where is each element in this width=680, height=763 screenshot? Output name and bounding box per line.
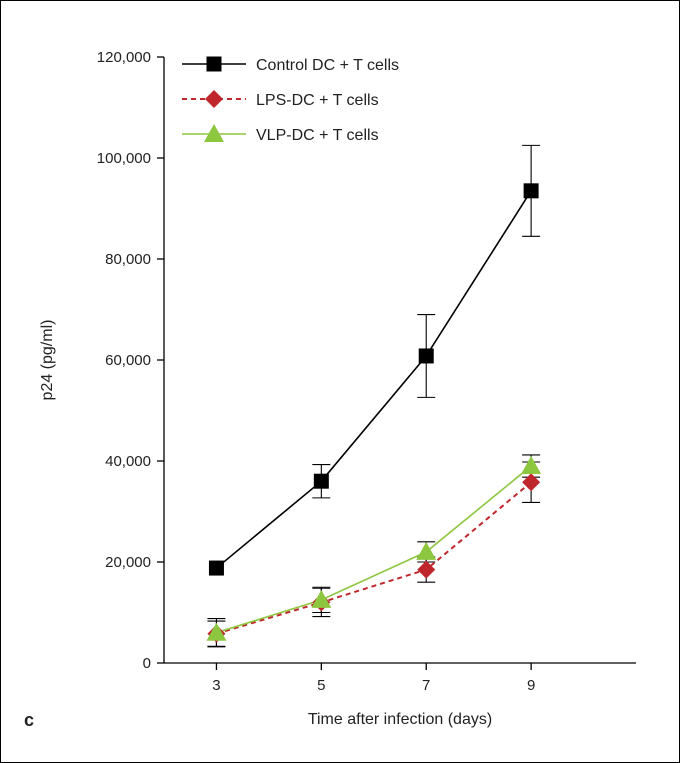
- y-tick-label: 0: [143, 655, 151, 672]
- markers-series-0: [208, 183, 539, 576]
- y-tick-label: 100,000: [97, 150, 151, 167]
- series-line-0: [215, 190, 532, 569]
- error-bars-series-2: [207, 454, 541, 648]
- legend-marker: [204, 124, 224, 142]
- error-bars-series-1: [207, 461, 541, 647]
- y-tick-label: 60,000: [105, 352, 151, 369]
- legend-label: LPS-DC + T cells: [256, 92, 379, 109]
- legend-marker: [206, 56, 222, 72]
- legend-label: Control DC + T cells: [256, 57, 399, 74]
- error-bars-series-0: [312, 144, 541, 499]
- y-tick-label: 120,000: [97, 49, 151, 66]
- data-point: [417, 560, 436, 579]
- x-tick-label: 3: [212, 677, 220, 694]
- data-point: [416, 541, 437, 560]
- y-axis-title: p24 (pg/ml): [39, 320, 56, 401]
- data-point: [206, 622, 227, 641]
- data-point: [311, 589, 332, 608]
- y-axis-ticks: 0 20,000 40,000 60,000 80,000 100,000 120,000: [97, 49, 164, 672]
- data-point: [313, 473, 329, 489]
- legend-marker: [205, 90, 223, 108]
- x-axis-ticks: 3 5 7 9: [212, 663, 535, 694]
- axes: [163, 57, 636, 664]
- data-point: [418, 348, 434, 364]
- data-point: [523, 183, 539, 199]
- legend-label: VLP-DC + T cells: [256, 127, 379, 144]
- x-tick-label: 7: [422, 677, 430, 694]
- series-line-2: [216, 465, 532, 634]
- y-tick-label: 40,000: [105, 453, 151, 470]
- data-point: [208, 560, 224, 576]
- legend: Control DC + T cells LPS-DC + T cells VLP-…: [182, 56, 399, 144]
- data-point: [521, 456, 542, 475]
- series-line-1: [216, 481, 532, 635]
- series-layer: [206, 144, 542, 648]
- x-tick-label: 9: [527, 677, 535, 694]
- y-tick-label: 80,000: [105, 251, 151, 268]
- markers-series-2: [206, 456, 542, 641]
- x-axis-title: Time after infection (days): [308, 711, 492, 728]
- y-tick-label: 20,000: [105, 554, 151, 571]
- x-tick-label: 5: [317, 677, 325, 694]
- panel-label: c: [24, 710, 34, 730]
- data-point: [522, 473, 541, 492]
